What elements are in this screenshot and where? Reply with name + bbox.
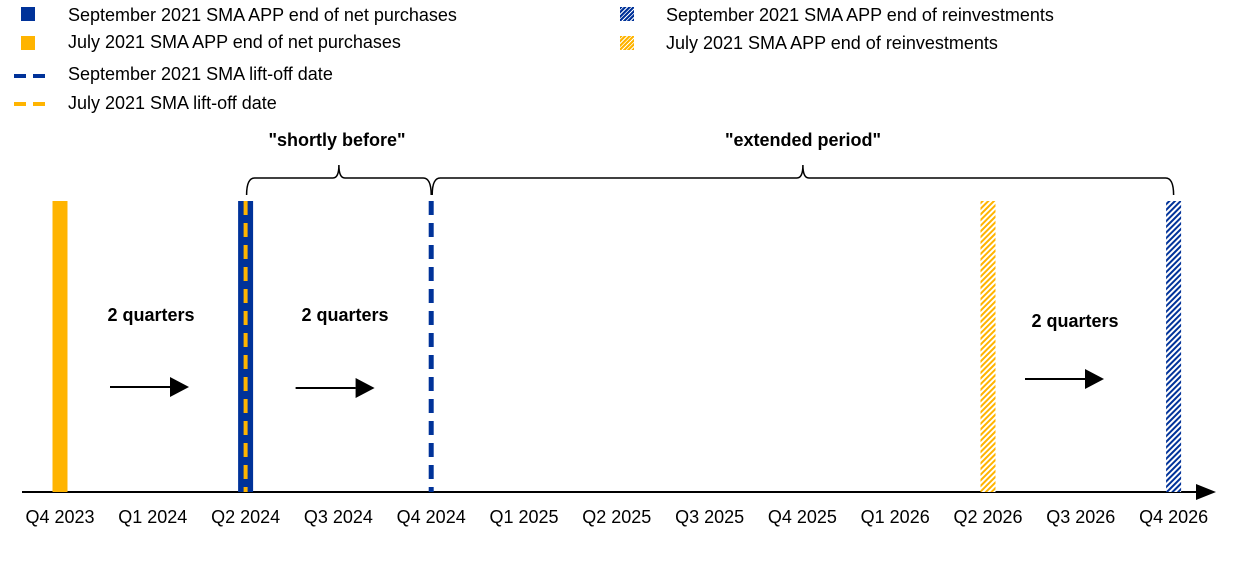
x-tick-label: Q4 2024 [396,507,466,527]
legend-swatch-jul-net-purchases [21,36,35,50]
x-tick-label: Q4 2025 [767,507,837,527]
reinvestments-bar [1166,201,1182,492]
brace [431,164,1175,196]
arrow-label: 2 quarters [301,305,389,325]
arrow-label: 2 quarters [1031,311,1119,331]
x-axis-arrowhead-icon [1196,484,1216,500]
arrow-head-icon [1085,369,1104,389]
legend-swatch-sep-net-purchases [21,7,35,21]
x-tick-label: Q1 2026 [860,507,930,527]
x-tick-label: Q3 2025 [675,507,745,527]
net-purchases-bar [52,201,68,492]
x-tick-label: Q2 2024 [211,507,281,527]
legend-swatch-jul-liftoff [14,102,26,106]
brace-label: "shortly before" [268,130,406,150]
legend-label: September 2021 SMA APP end of net purcha… [68,5,457,25]
reinvestments-bar [980,201,996,492]
x-tick-label: Q2 2025 [582,507,652,527]
legend-swatch-sep-liftoff [14,74,26,78]
legend-label: September 2021 SMA APP end of reinvestme… [666,5,1054,25]
x-tick-label: Q2 2026 [953,507,1023,527]
x-tick-label: Q3 2026 [1046,507,1116,527]
brace-label: "extended period" [724,130,882,150]
arrow-label: 2 quarters [107,305,195,325]
arrow-head-icon [170,377,189,397]
legend-label: July 2021 SMA lift-off date [68,93,277,113]
x-tick-label: Q1 2025 [489,507,559,527]
legend-swatch-sep-reinvestments [620,7,634,21]
arrow-head-icon [355,378,375,398]
brace [245,164,432,196]
legend-label: July 2021 SMA APP end of net purchases [68,32,401,52]
x-tick-label: Q4 2026 [1139,507,1209,527]
legend-swatch-jul-reinvestments [620,36,634,50]
x-tick-label: Q3 2024 [303,507,373,527]
x-tick-label: Q4 2023 [25,507,95,527]
x-tick-label: Q1 2024 [118,507,188,527]
legend-label: July 2021 SMA APP end of reinvestments [666,33,998,53]
legend-label: September 2021 SMA lift-off date [68,64,333,84]
